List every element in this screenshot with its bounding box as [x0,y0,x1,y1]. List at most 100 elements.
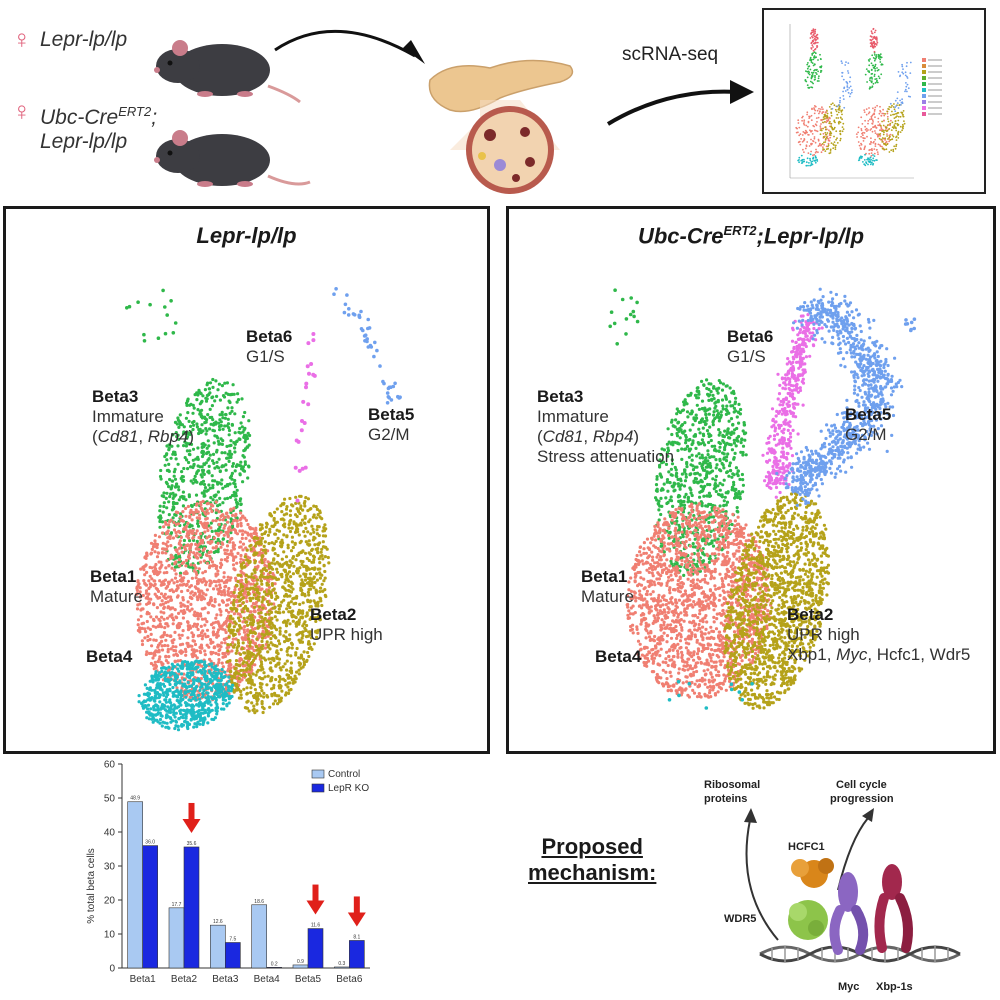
thumb-legend-swatch [922,100,926,104]
label-beta4-control: Beta4 [86,647,133,666]
thumb-legend-text [928,107,942,109]
thumb-cluster [831,60,853,110]
umap-plot-ko [608,287,917,710]
umap-plot-control [125,287,402,732]
xbp1s-label: Xbp-1s [876,981,913,993]
bars: 48.9 36.0 17.7 35.6 12.6 7.5 18.6 0.2 0.9 11.6 0.3… [127,796,365,969]
mouse-icon-control [154,40,301,104]
x-tick-label: Beta6 [336,974,363,985]
bar-beta2-ko [183,846,200,969]
thumb-legend-text [928,101,942,103]
umap-thumbnail [762,8,986,194]
x-tick-label: Beta5 [295,974,322,985]
label-beta2-ko: Beta2 UPR high Xbp1, Myc, Hcfc1, Wdr5 [787,605,971,664]
thumb-legend-swatch [922,64,926,68]
top-schematic: ♀ Lepr-lp/lp ♀ Ubc-CreERT2; Lepr-lp/lp [0,0,1000,200]
bar-value-label: 7.5 [229,937,236,943]
umap-cluster-beta4-ko [667,679,754,710]
bar-value-label: 8.1 [353,934,360,940]
label-beta4-ko: Beta4 [595,647,642,666]
bar-value-label: 17.7 [172,902,182,908]
arrow-to-umap-icon [606,80,754,126]
thumb-cluster [797,153,819,167]
x-tick-label: Beta1 [130,974,157,985]
scrna-seq-label: scRNA-seq [622,44,719,65]
y-tick-label: 50 [104,794,116,805]
bar-beta5-control [292,964,309,969]
genotype-control-label: Lepr-lp/lp [40,28,128,51]
mechanism-diagram: Ribosomal proteins Cell cycle progressio… [704,779,961,993]
umap-outliers-beta5-ko [903,317,917,333]
ribosomal-proteins-label-1: Ribosomal [704,779,760,791]
umap-panel-control: Lepr-lp/lp Beta6 G1/S Beta5 G2/M Beta3 Imma… [3,206,490,754]
thumb-legend-text [928,113,942,115]
mouse-icon-ko [154,130,311,187]
label-beta6-ko: Beta6 G1/S [727,327,774,366]
thumb-cluster [869,27,879,53]
highlight-arrows [182,802,366,927]
x-tick-label: Beta4 [254,974,281,985]
bar-value-label: 0.9 [297,959,304,965]
umap-outliers-beta3-ko [608,288,640,346]
bar-value-label: 0.2 [271,961,278,967]
arrow-to-pancreas-icon [274,29,425,64]
wdr5-protein-icon [788,900,828,940]
label-beta3-control: Beta3 Immature (Cd81, Rbp4) [92,387,195,446]
bar-value-label: 18.6 [254,899,264,905]
x-axis-labels: Beta1 Beta2 Beta3 Beta4 Beta5 Beta6 [130,974,363,985]
hcfc1-protein-icon [791,858,834,888]
bar-beta4-ko [266,967,282,969]
mechanism-title: Proposed mechanism: [528,834,657,885]
umap-cluster-beta6-control [293,332,317,503]
y-tick-label: 40 [104,828,116,839]
label-beta1-ko: Beta1 Mature [581,567,634,606]
thumb-cluster [809,28,819,52]
bar-beta4-control [251,904,267,969]
bar-beta3-control [210,924,226,969]
thumb-legend-swatch [922,58,926,62]
red-down-arrow-icon [182,802,201,833]
wdr5-label: WDR5 [724,913,756,925]
red-down-arrow-icon [306,884,325,915]
bar-beta6-ko [349,940,365,969]
label-beta5-ko: Beta5 G2/M [845,405,892,444]
panel-title-control: Lepr-lp/lp [196,223,297,248]
thumb-legend-swatch [922,112,926,116]
y-axis-label: % total beta cells [86,848,97,924]
x-tick-label: Beta3 [212,974,239,985]
label-beta2-control: Beta2 UPR high [310,605,383,644]
y-tick-label: 10 [104,930,116,941]
y-tick-label: 60 [104,760,116,771]
bar-beta1-ko [142,845,158,969]
y-tick-label: 20 [104,896,116,907]
thumb-legend-text [928,77,942,79]
umap-cluster-beta5-ko [775,287,904,507]
thumb-legend-swatch [922,106,926,110]
umap-cluster-beta4-control [137,659,235,732]
thumb-cluster [795,105,832,157]
thumb-legend-swatch [922,94,926,98]
umap-thumbnail-plot [789,24,942,179]
cell-cycle-label-1: Cell cycle [836,779,887,791]
thumb-legend-swatch [922,76,926,80]
thumb-legend-text [928,59,942,61]
legend-label-control: Control [328,769,360,780]
bar-beta3-ko [225,942,241,969]
myc-protein-icon [829,872,869,955]
thumb-legend-text [928,89,942,91]
thumb-cluster [804,51,823,89]
label-beta1-control: Beta1 Mature [90,567,143,606]
bar-beta6-control [334,966,350,969]
female-symbol-2: ♀ [12,96,32,126]
label-beta6-control: Beta6 G1/S [246,327,293,366]
umap-outliers-beta3-control [125,288,178,343]
thumb-cluster [819,102,845,155]
hcfc1-label: HCFC1 [788,841,825,853]
thumb-legend-text [928,95,942,97]
legend: Control LepR KO [311,769,369,794]
thumb-legend-text [928,65,942,67]
thumb-legend-swatch [922,82,926,86]
cell-cycle-label-2: progression [830,793,894,805]
legend-label-ko: LepR KO [328,783,369,794]
thumb-cluster [864,52,884,90]
